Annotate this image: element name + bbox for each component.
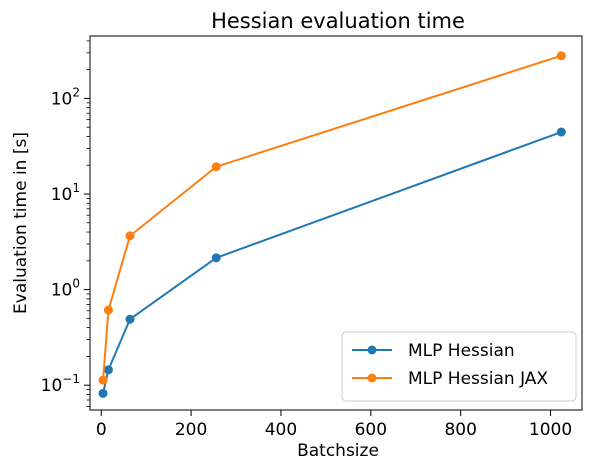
legend-box: [341, 331, 577, 402]
data-point: [556, 127, 566, 137]
data-point: [556, 51, 566, 61]
y-tick-base: 10: [51, 89, 73, 109]
data-point: [98, 388, 108, 398]
minor-ticks: [86, 40, 90, 407]
data-point: [103, 305, 113, 315]
x-tick-label: 1000: [529, 420, 572, 440]
legend-entry: MLP Hessian JAX: [352, 369, 548, 389]
x-tick-label: 600: [355, 420, 387, 440]
x-tick-label: 800: [444, 420, 476, 440]
legend-label: MLP Hessian: [408, 341, 515, 361]
data-point: [211, 162, 221, 172]
series-layer: [98, 51, 566, 398]
chart-title: Hessian evaluation time: [211, 9, 465, 33]
legend: MLP Hessian MLP Hessian JAX: [341, 331, 577, 402]
y-tick-label: 100: [51, 277, 80, 301]
y-tick-base: 10: [51, 185, 73, 205]
y-tick-exponent: −1: [62, 372, 80, 386]
y-tick-label: 102: [51, 85, 80, 109]
data-point: [125, 231, 135, 241]
data-point: [103, 365, 113, 375]
x-tick-label: 0: [96, 420, 107, 440]
x-tick-label: 400: [265, 420, 297, 440]
x-axis-label: Batchsize: [297, 441, 379, 461]
y-tick-label: 10−1: [41, 372, 80, 396]
legend-marker-swatch: [367, 373, 377, 383]
y-tick-label: 101: [51, 181, 80, 205]
y-tick-exponent: 1: [72, 181, 80, 195]
legend-label: MLP Hessian JAX: [408, 369, 548, 389]
legend-entry: MLP Hessian: [352, 341, 515, 361]
data-point: [98, 375, 108, 385]
data-point: [125, 314, 135, 324]
x-axis-ticks: 0 200 400 600 800 1000: [96, 410, 572, 440]
y-tick-exponent: 2: [72, 85, 80, 99]
y-axis-label: Evaluation time in [s]: [11, 132, 31, 314]
data-point: [211, 253, 221, 263]
y-tick-base: 10: [51, 281, 73, 301]
legend-marker-swatch: [367, 345, 377, 355]
x-tick-label: 200: [175, 420, 207, 440]
y-tick-exponent: 0: [72, 277, 80, 291]
y-tick-base: 10: [41, 376, 63, 396]
